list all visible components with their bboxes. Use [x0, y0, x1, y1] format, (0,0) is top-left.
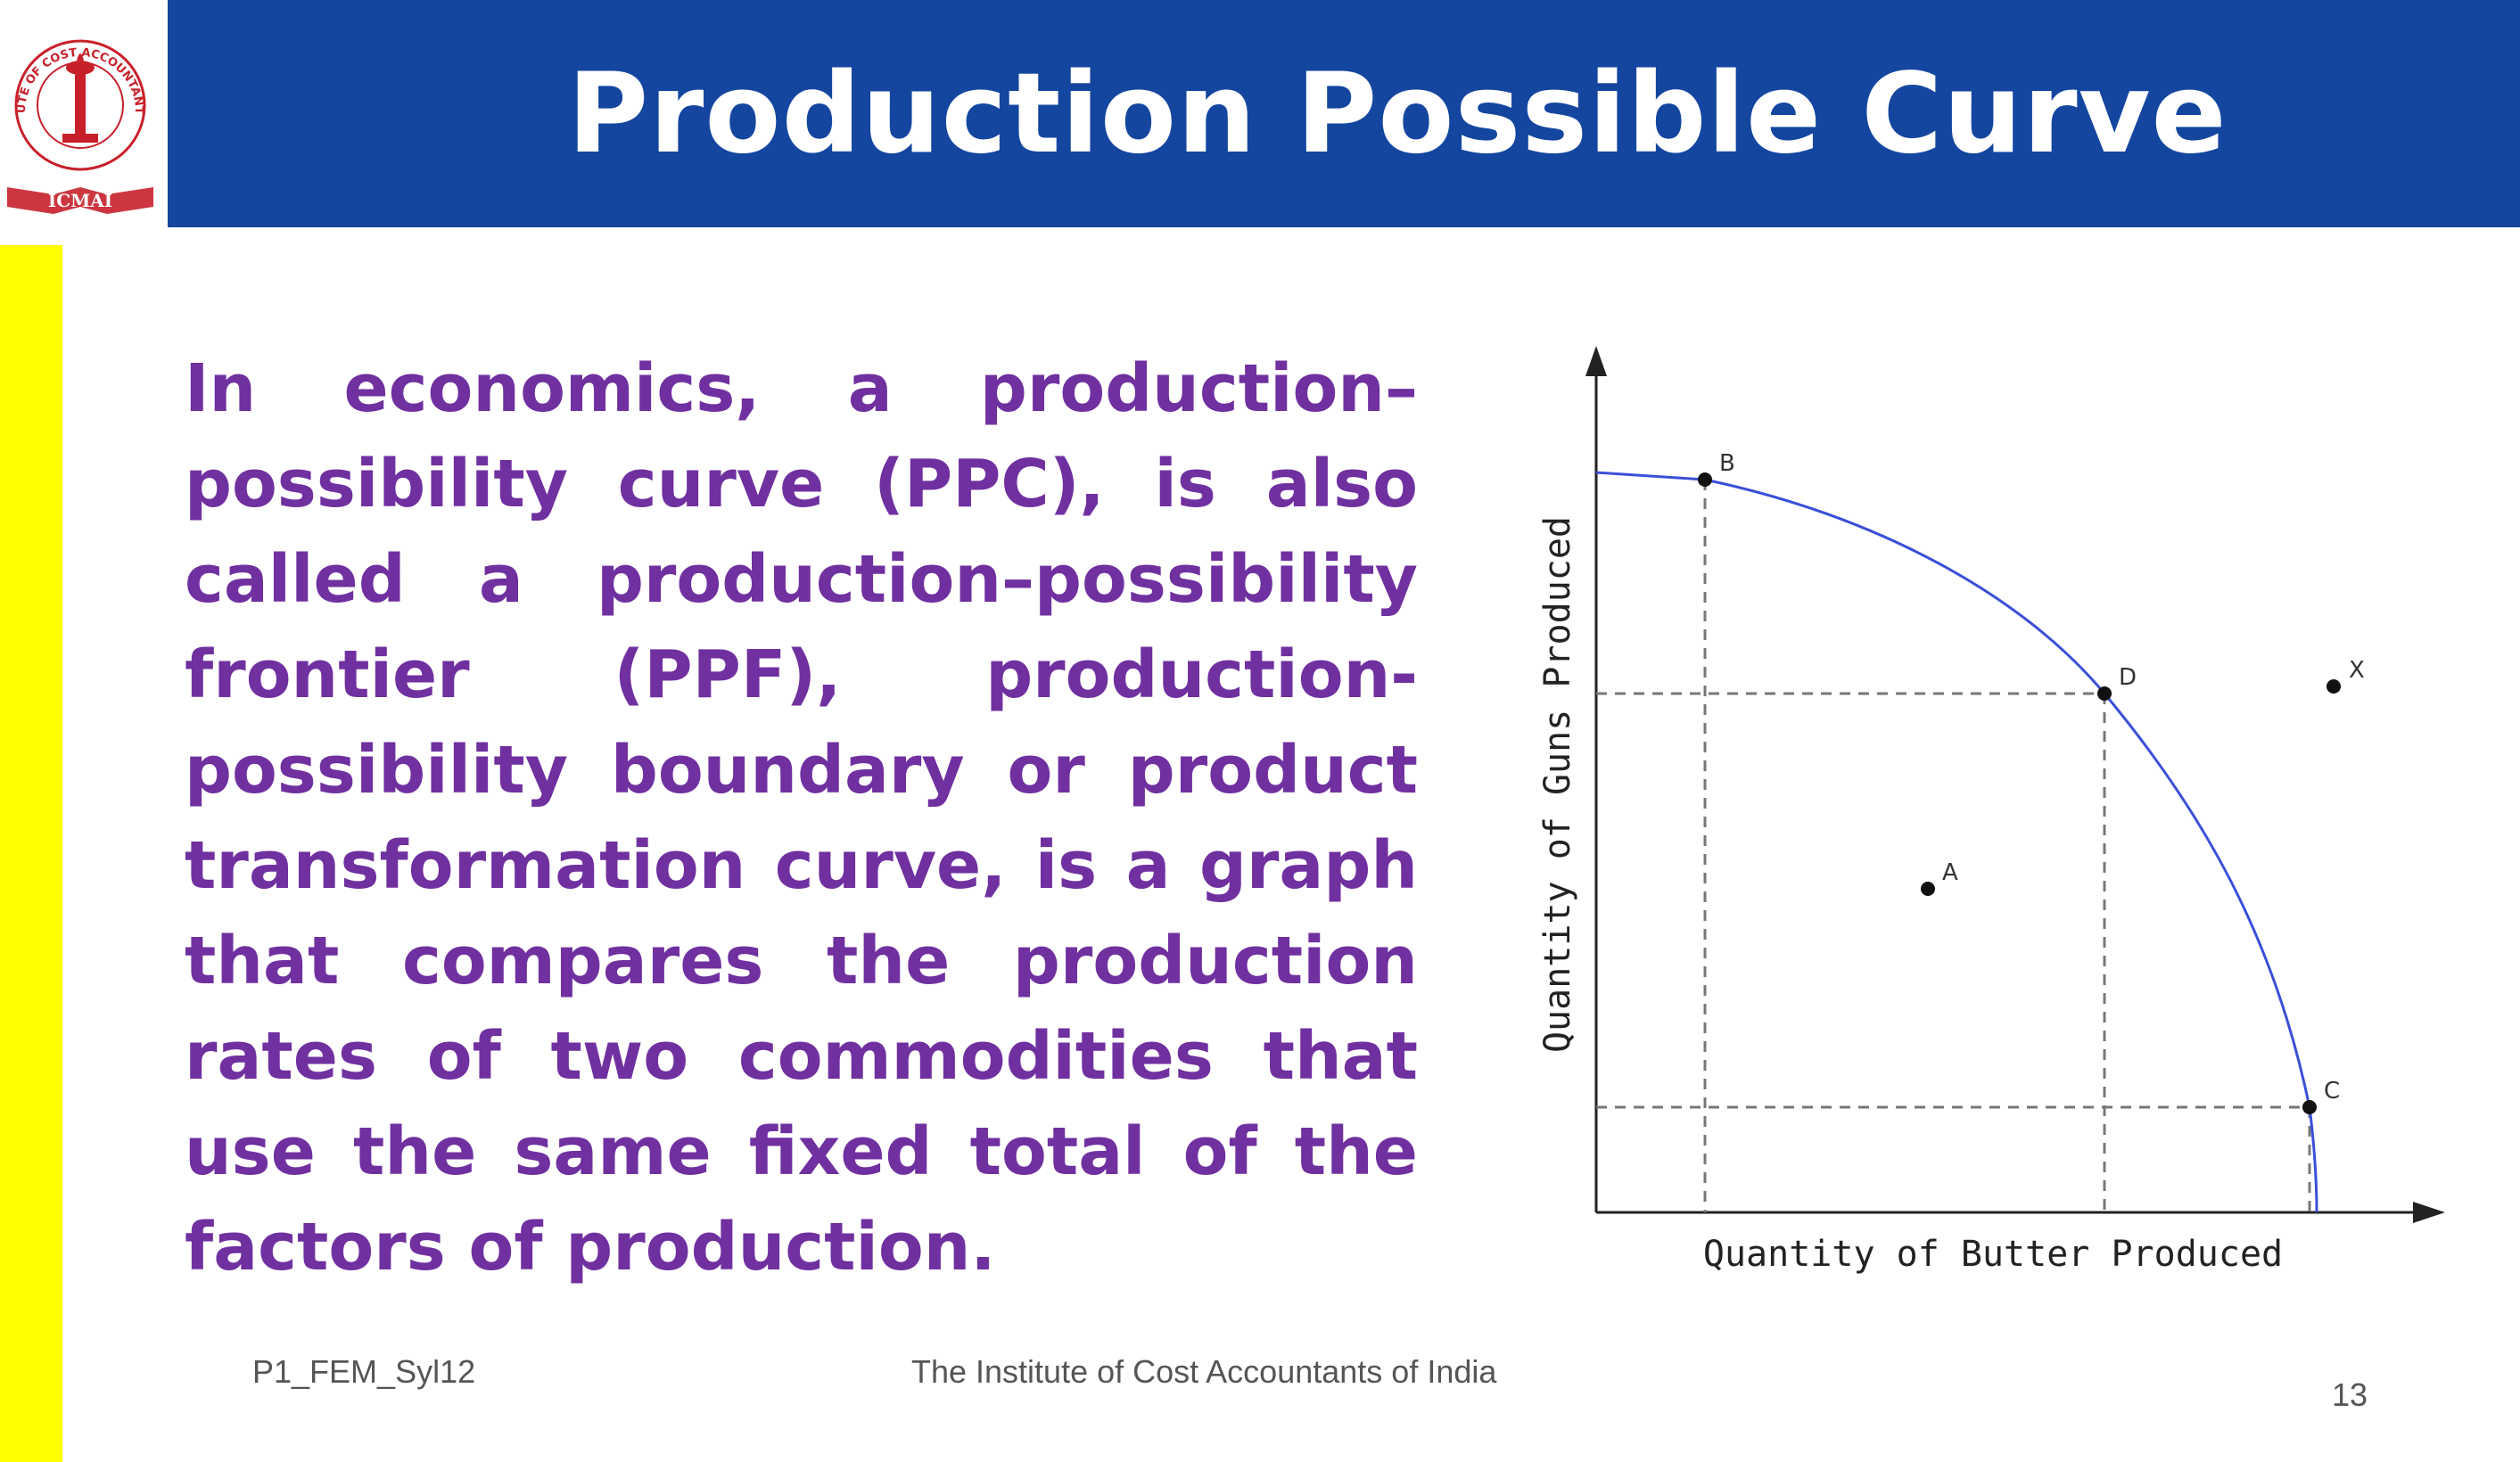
title-bar: Production Possible Curve: [168, 0, 2520, 227]
accent-strip: [0, 245, 62, 1462]
point-a-label: A: [1942, 859, 1958, 886]
ppc-curve: [1595, 471, 2318, 1213]
point-b-marker: [1698, 472, 1712, 487]
point-a-marker: [1921, 882, 1935, 896]
y-axis-arrow: [1585, 346, 1607, 376]
point-c-label: C: [2324, 1078, 2340, 1105]
point-x-marker: [2326, 679, 2341, 694]
x-axis-arrow: [2413, 1202, 2445, 1223]
point-d-marker: [2097, 686, 2112, 701]
institute-logo: THE INSTITUTE OF COST ACCOUNTANTS OF IND…: [0, 0, 161, 227]
x-axis-label: Quantity of Butter Produced: [1703, 1234, 2283, 1275]
ppc-diagram: B D X A C Quantity of Butter Produced Qu…: [1537, 346, 2445, 1275]
point-x-label: X: [2349, 657, 2365, 684]
point-c-marker: [2302, 1100, 2317, 1114]
y-axis-label: Quantity of Guns Produced: [1537, 516, 1578, 1053]
point-d-label: D: [2119, 664, 2137, 691]
footer-course-code: P1_FEM_Syl12: [252, 1353, 476, 1390]
institute-seal-icon: THE INSTITUTE OF COST ACCOUNTANTS OF IND…: [0, 0, 153, 214]
logo-center-mark: ICMAI: [48, 190, 112, 211]
definition-paragraph: In economics, a production–possibility c…: [185, 350, 1418, 1285]
point-b-label: B: [1719, 450, 1735, 477]
footer-organization: The Institute of Cost Accountants of Ind…: [911, 1353, 1497, 1390]
page-title: Production Possible Curve: [567, 49, 2228, 178]
footer-page-number: 13: [2332, 1376, 2368, 1413]
